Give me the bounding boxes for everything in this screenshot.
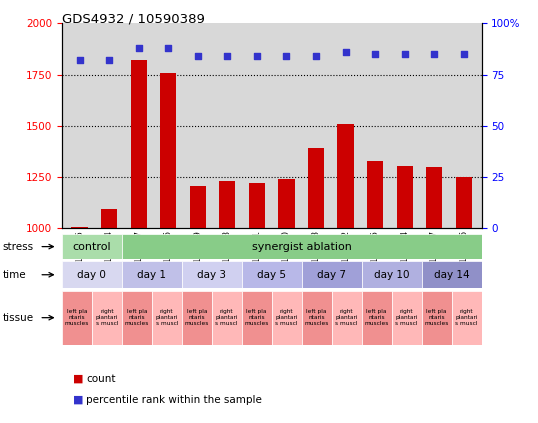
Point: [312, 53, 320, 60]
Point: [105, 57, 114, 63]
Text: day 14: day 14: [434, 270, 469, 280]
Text: right
plantari
s muscl: right plantari s muscl: [275, 309, 298, 326]
Bar: [122, 291, 152, 345]
Text: day 0: day 0: [77, 270, 107, 280]
Point: [282, 53, 291, 60]
Text: synergist ablation: synergist ablation: [252, 242, 352, 252]
Bar: [362, 291, 392, 345]
Text: left pla
ntaris
muscles: left pla ntaris muscles: [185, 309, 209, 326]
Bar: [362, 261, 422, 288]
Bar: [426, 167, 442, 228]
Bar: [249, 183, 265, 228]
Bar: [302, 291, 331, 345]
Point: [400, 51, 409, 58]
Bar: [62, 261, 122, 288]
Text: tissue: tissue: [3, 313, 34, 323]
Bar: [302, 261, 362, 288]
Point: [371, 51, 379, 58]
Text: percentile rank within the sample: percentile rank within the sample: [86, 395, 262, 405]
Bar: [62, 234, 122, 259]
Text: day 1: day 1: [137, 270, 166, 280]
Bar: [272, 291, 302, 345]
Bar: [422, 261, 482, 288]
Text: right
plantari
s muscl: right plantari s muscl: [216, 309, 238, 326]
Bar: [367, 161, 383, 228]
Text: GDS4932 / 10590389: GDS4932 / 10590389: [62, 13, 205, 26]
Text: left pla
ntaris
muscles: left pla ntaris muscles: [65, 309, 89, 326]
Point: [194, 53, 202, 60]
Text: time: time: [3, 270, 26, 280]
Text: right
plantari
s muscl: right plantari s muscl: [395, 309, 418, 326]
Point: [134, 44, 143, 51]
Bar: [131, 60, 147, 228]
Text: ■: ■: [73, 374, 83, 384]
Bar: [337, 124, 353, 228]
Text: left pla
ntaris
muscles: left pla ntaris muscles: [364, 309, 389, 326]
Text: day 7: day 7: [317, 270, 346, 280]
Text: day 5: day 5: [257, 270, 286, 280]
Text: left pla
ntaris
muscles: left pla ntaris muscles: [244, 309, 269, 326]
Text: right
plantari
s muscl: right plantari s muscl: [335, 309, 358, 326]
Text: ■: ■: [73, 395, 83, 405]
Bar: [212, 291, 242, 345]
Text: stress: stress: [3, 242, 34, 252]
Bar: [278, 179, 295, 228]
Text: day 3: day 3: [197, 270, 226, 280]
Bar: [456, 177, 472, 228]
Text: right
plantari
s muscl: right plantari s muscl: [96, 309, 118, 326]
Text: count: count: [86, 374, 116, 384]
Bar: [331, 291, 362, 345]
Point: [75, 57, 84, 63]
Bar: [308, 148, 324, 228]
Bar: [92, 291, 122, 345]
Text: left pla
ntaris
muscles: left pla ntaris muscles: [125, 309, 149, 326]
Text: day 10: day 10: [374, 270, 409, 280]
Point: [430, 51, 438, 58]
Text: left pla
ntaris
muscles: left pla ntaris muscles: [305, 309, 329, 326]
Bar: [182, 291, 212, 345]
Bar: [182, 261, 242, 288]
Bar: [242, 261, 302, 288]
Text: control: control: [73, 242, 111, 252]
Bar: [392, 291, 422, 345]
Bar: [160, 72, 176, 228]
Bar: [101, 209, 117, 228]
Point: [459, 51, 468, 58]
Bar: [397, 166, 413, 228]
Point: [253, 53, 261, 60]
Bar: [152, 291, 182, 345]
Text: right
plantari
s muscl: right plantari s muscl: [455, 309, 478, 326]
Bar: [122, 261, 182, 288]
Point: [341, 49, 350, 55]
Bar: [220, 181, 236, 228]
Text: right
plantari
s muscl: right plantari s muscl: [155, 309, 178, 326]
Bar: [190, 187, 206, 228]
Bar: [122, 234, 482, 259]
Text: left pla
ntaris
muscles: left pla ntaris muscles: [424, 309, 449, 326]
Bar: [242, 291, 272, 345]
Bar: [422, 291, 451, 345]
Point: [223, 53, 232, 60]
Bar: [451, 291, 482, 345]
Point: [164, 44, 173, 51]
Bar: [62, 291, 92, 345]
